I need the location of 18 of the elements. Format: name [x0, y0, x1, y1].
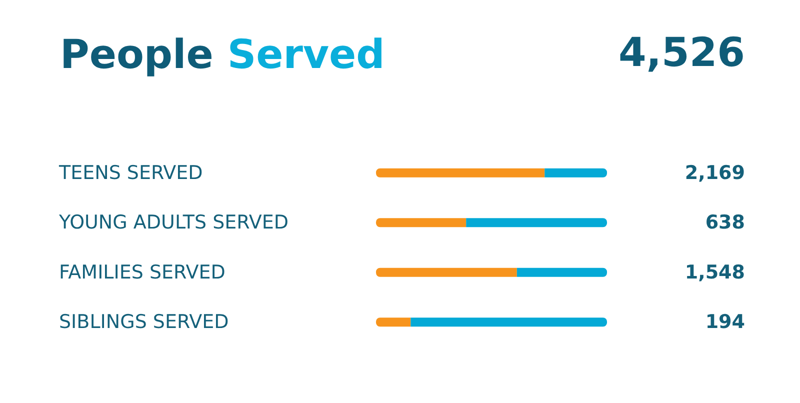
bar: [466, 218, 607, 228]
bar: [544, 168, 607, 178]
y-tick-label: TEENS SERVED: [58, 162, 203, 184]
text: 4,526: [618, 30, 746, 76]
text: 1,548: [684, 261, 745, 284]
bar: [376, 268, 517, 277]
text: 2,169: [684, 162, 745, 184]
text: 194: [705, 311, 745, 334]
chart-title: People Served: [60, 32, 385, 78]
bar: [376, 318, 411, 327]
bar: [376, 168, 545, 178]
text: 638: [705, 212, 745, 234]
y-tick-label: YOUNG ADULTS SERVED: [58, 212, 288, 234]
y-tick-label: FAMILIES SERVED: [59, 261, 226, 284]
bar: [376, 218, 466, 228]
bar: [410, 318, 607, 327]
bar: [516, 268, 607, 277]
y-tick-label: SIBLINGS SERVED: [59, 311, 229, 334]
